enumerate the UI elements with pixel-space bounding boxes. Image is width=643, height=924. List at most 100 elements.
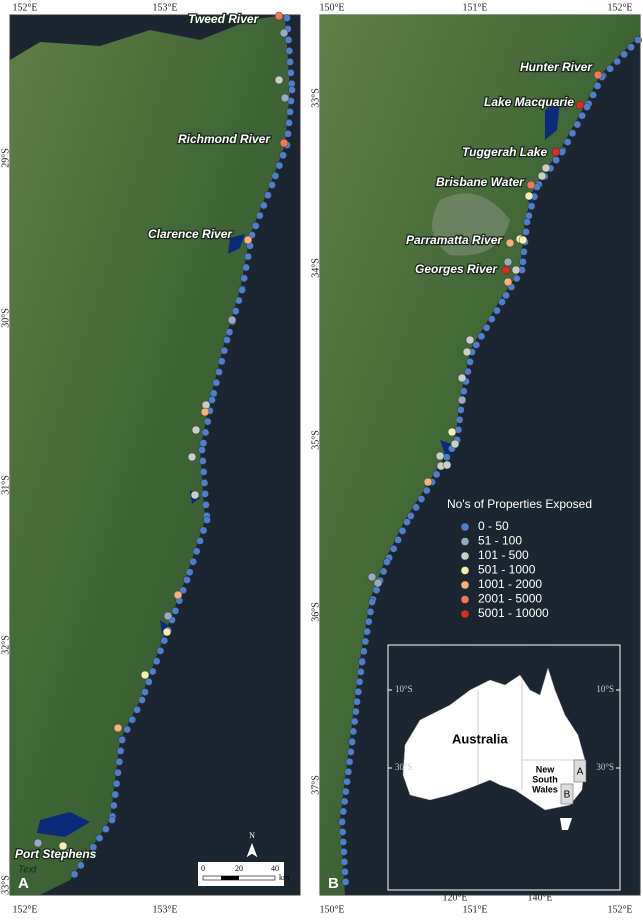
exposure-dot xyxy=(338,818,346,826)
exposure-dot xyxy=(363,627,371,636)
exposure-dot xyxy=(364,617,373,626)
exposure-dot xyxy=(215,368,223,376)
exposure-dot xyxy=(573,120,582,129)
exposure-dot xyxy=(148,667,157,676)
exposure-dot xyxy=(199,439,208,447)
inset-state: Wales xyxy=(532,784,558,794)
exposure-dot xyxy=(123,725,131,734)
exposure-dot xyxy=(255,211,264,220)
inset-box-label: A xyxy=(577,767,584,778)
exposure-dot xyxy=(65,848,75,858)
exposure-dot xyxy=(140,670,150,680)
exposure-dot xyxy=(487,315,496,323)
exposure-dot xyxy=(450,439,460,449)
exposure-dot xyxy=(116,747,125,755)
urban-area xyxy=(432,193,510,256)
exposure-dot xyxy=(482,323,491,332)
exposure-dot xyxy=(284,129,292,138)
inset-lat: 30°S xyxy=(596,762,614,772)
exposure-dot xyxy=(339,848,348,856)
lat-label: 34°S xyxy=(310,258,321,278)
exposure-dot xyxy=(113,723,123,733)
exposure-dot xyxy=(160,636,169,645)
exposure-dot xyxy=(464,367,472,376)
north-arrow xyxy=(245,841,259,859)
exposure-dot xyxy=(203,516,211,524)
place-label: Hunter River xyxy=(520,60,593,74)
panel-letter: B xyxy=(328,875,339,892)
exposure-dot xyxy=(442,453,451,462)
exposure-dot xyxy=(286,58,294,66)
exposure-dot xyxy=(192,547,201,556)
exposure-dot xyxy=(288,86,296,94)
exposure-dot xyxy=(227,315,237,325)
lat-label: 32°S xyxy=(0,635,11,655)
exposure-dot xyxy=(634,36,642,44)
exposure-dot xyxy=(627,43,635,52)
lon-label: 153°E xyxy=(152,2,177,13)
lon-label: 152°E xyxy=(607,904,632,915)
exposure-dot xyxy=(541,163,551,173)
exposure-dot xyxy=(355,678,364,686)
exposure-dot xyxy=(152,657,161,666)
legend-label: 5001 - 10000 xyxy=(478,606,549,620)
lon-label: 152°E xyxy=(607,2,632,13)
exposure-dot xyxy=(187,452,197,462)
exposure-dot xyxy=(522,228,530,236)
exposure-dot xyxy=(83,852,91,861)
place-label: Brisbane Water xyxy=(436,175,525,189)
lat-label: 35°S xyxy=(310,430,321,450)
exposure-dot xyxy=(406,512,415,520)
exposure-dot xyxy=(286,108,294,116)
exposure-dot xyxy=(518,235,528,245)
exposure-dot xyxy=(243,235,253,245)
lat-label: 30°S xyxy=(0,308,11,328)
exposure-dot xyxy=(356,668,365,676)
exposure-dot xyxy=(341,878,350,886)
legend-title: No's of Properties Exposed xyxy=(447,497,592,511)
lon-label: 150°E xyxy=(319,2,344,13)
exposure-dot xyxy=(366,608,375,616)
exposure-dot xyxy=(466,357,474,366)
exposure-dot xyxy=(58,841,68,851)
exposure-dot xyxy=(339,838,348,846)
exposure-dot xyxy=(220,346,229,355)
exposure-dot xyxy=(199,526,208,535)
exposure-dot xyxy=(77,861,85,870)
exposure-dot xyxy=(285,47,294,55)
exposure-dot xyxy=(341,868,349,876)
inset-box-label: B xyxy=(564,790,571,801)
exposure-dot xyxy=(238,286,246,294)
exposure-dot xyxy=(141,688,149,696)
exposure-dot xyxy=(163,611,173,621)
exposure-dot xyxy=(244,252,252,261)
legend-swatch xyxy=(460,580,470,590)
inset-lon: 140°E xyxy=(527,632,552,643)
exposure-dot xyxy=(271,172,280,180)
exposure-dot xyxy=(613,57,621,66)
exposure-dot xyxy=(203,417,212,426)
exposure-dot xyxy=(568,129,577,137)
exposure-dot xyxy=(422,486,431,495)
exposure-dot xyxy=(552,156,561,164)
exposure-dot xyxy=(503,257,513,267)
legend-label: 2001 - 5000 xyxy=(478,592,542,606)
land-a xyxy=(10,15,290,895)
exposure-dot xyxy=(251,222,260,230)
exposure-dot xyxy=(358,658,366,666)
exposure-dot xyxy=(373,578,383,588)
place-label: Richmond River xyxy=(178,132,271,146)
exposure-dot xyxy=(465,335,475,345)
inset-box xyxy=(560,783,574,805)
legend-swatch xyxy=(460,595,470,604)
exposure-dot xyxy=(344,768,353,776)
exposure-dot xyxy=(179,586,187,595)
state-borders xyxy=(477,680,585,790)
exposure-dot xyxy=(367,572,377,582)
inset-lat: 10°S xyxy=(395,684,413,694)
exposure-dot xyxy=(231,307,240,315)
exposure-dot xyxy=(359,647,368,656)
exposure-dot xyxy=(442,460,452,470)
exposure-dot xyxy=(394,536,402,544)
